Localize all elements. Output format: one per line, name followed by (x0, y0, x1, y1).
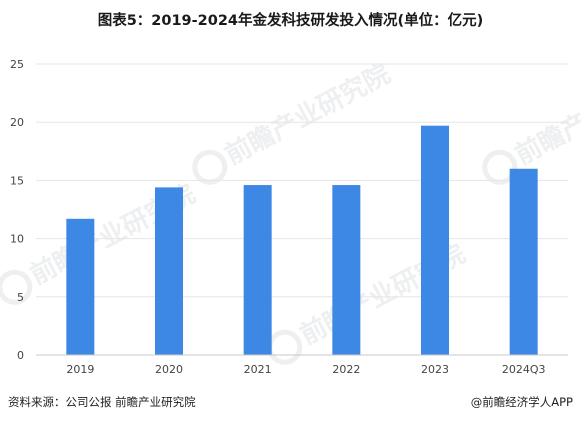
x-tick-label: 2024Q3 (502, 363, 546, 376)
grid-lines (36, 63, 568, 298)
bar (243, 185, 272, 355)
y-tick-label: 25 (10, 58, 24, 71)
bars (66, 125, 538, 355)
watermark-logo-icon (0, 269, 33, 305)
bar (66, 218, 95, 355)
watermark: 前瞻产业研究院 (482, 58, 581, 185)
brand-credit: @前瞻经济学人APP (470, 395, 573, 409)
x-tick-label: 2021 (244, 363, 272, 376)
footer: 资料来源：公司公报 前瞻产业研究院 @前瞻经济学人APP (0, 394, 581, 414)
y-tick-label: 0 (17, 349, 24, 362)
bar (509, 168, 538, 355)
watermark-text: 前瞻产业研究院 (220, 58, 395, 171)
x-axis-ticks: 2019 2020 2021 2022 2023 2024Q3 (66, 363, 545, 376)
bar (421, 125, 449, 355)
watermark-text: 前瞻产业研究院 (510, 58, 581, 171)
watermark: 前瞻产业研究院 (192, 58, 395, 185)
y-tick-label: 10 (10, 233, 24, 246)
y-axis-ticks: 0 5 10 15 20 25 (10, 58, 24, 362)
chart-title: 图表5：2019-2024年金发科技研发投入情况(单位：亿元) (97, 13, 484, 29)
y-tick-label: 5 (17, 291, 24, 304)
bar (332, 185, 361, 355)
bar (155, 187, 183, 355)
y-tick-label: 15 (10, 174, 24, 187)
x-tick-label: 2023 (421, 363, 449, 376)
x-tick-label: 2019 (66, 363, 94, 376)
x-tick-label: 2022 (332, 363, 360, 376)
source-note: 资料来源：公司公报 前瞻产业研究院 (8, 395, 196, 409)
x-tick-label: 2020 (155, 363, 183, 376)
y-tick-label: 20 (10, 116, 24, 129)
